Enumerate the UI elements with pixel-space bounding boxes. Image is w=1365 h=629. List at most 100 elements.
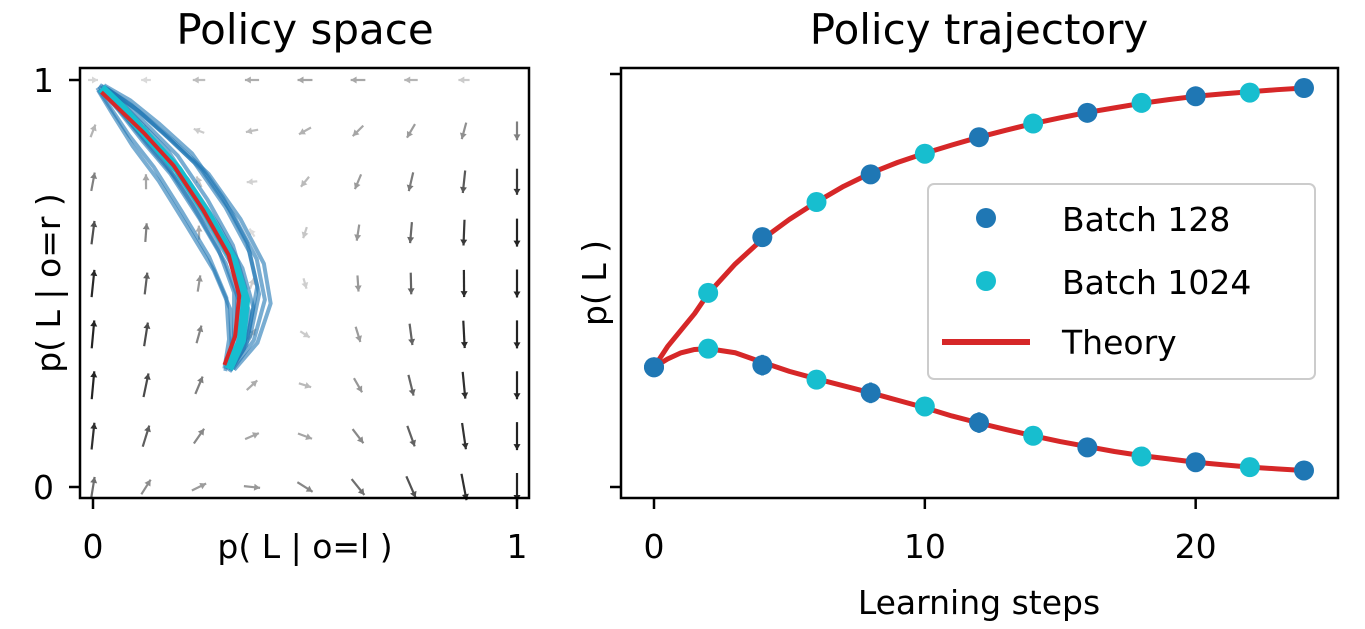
field-arrow-head — [300, 179, 308, 187]
sample-trajectory — [95, 86, 232, 369]
field-arrow-head — [252, 432, 259, 439]
batch-1024-point — [1023, 425, 1044, 446]
field-arrow-head — [90, 422, 98, 430]
field-arrow-head — [459, 132, 467, 140]
field-arrow-head — [460, 291, 468, 298]
batch-128-point — [1185, 86, 1206, 107]
batch-128-point — [1185, 452, 1206, 473]
batch-1024-point — [914, 396, 935, 417]
legend-marker-batch-128 — [976, 208, 996, 228]
field-arrow-head — [299, 128, 306, 135]
field-arrow-head — [297, 76, 304, 84]
field-arrow-head — [195, 275, 203, 282]
field-arrow-head — [513, 342, 521, 349]
left-chart-title: Policy space — [176, 5, 433, 54]
theory-trajectory — [100, 90, 242, 366]
batch-1024-point — [914, 143, 935, 164]
field-arrow-head — [513, 240, 521, 247]
batch-1024-point — [1239, 457, 1260, 478]
left-xtick-label-0: 0 — [83, 527, 104, 566]
right-plot-frame — [619, 66, 1340, 500]
field-arrow-head — [90, 172, 98, 180]
field-arrow-head — [354, 285, 362, 292]
field-arrow-head — [304, 382, 312, 389]
field-arrow-head — [404, 76, 411, 84]
field-arrow-head — [407, 288, 415, 295]
field-arrow-head — [352, 129, 360, 137]
field-arrow-head — [249, 228, 256, 236]
field-arrow-head — [513, 444, 521, 451]
batch-128-point — [752, 355, 773, 376]
field-arrow-head — [144, 425, 151, 433]
batch-128-point — [1077, 102, 1098, 123]
field-arrow-head — [356, 385, 363, 393]
field-arrow-head — [409, 439, 416, 447]
field-arrow-head — [410, 490, 417, 498]
theory-trajectory-line — [100, 90, 242, 366]
legend-marker-batch-1024 — [976, 271, 996, 291]
batch-128-point — [969, 412, 989, 433]
left-ytick-label-1: 1 — [33, 61, 54, 100]
field-arrow-head — [143, 322, 151, 329]
policy-space-panel: Policy space 1 0 0 1 p( L | o=l ) p( L |… — [29, 5, 531, 566]
field-arrow-head — [408, 389, 416, 396]
field-arrow-head — [406, 184, 414, 192]
field-arrow-head — [245, 127, 253, 135]
field-arrow-head — [192, 76, 199, 84]
right-xtick-label: 20 — [1175, 527, 1217, 566]
field-arrow-head — [461, 392, 469, 399]
field-arrow-head — [353, 182, 361, 190]
field-arrow-head — [90, 371, 98, 378]
field-arrow-head — [354, 234, 362, 241]
field-arrow-head — [142, 174, 150, 181]
field-arrow-head — [301, 281, 309, 289]
policy-trajectory-panel: Policy trajectory 0 10 20 Learning steps p… — [575, 5, 1340, 622]
field-arrow-head — [357, 436, 364, 444]
field-arrow-head — [90, 269, 98, 277]
field-arrow-head — [513, 393, 521, 400]
field-arrow-head — [250, 380, 258, 387]
field-arrow-head — [513, 291, 521, 298]
field-arrow-head — [90, 476, 98, 484]
field-arrow-head — [90, 220, 98, 228]
field-arrow-head — [350, 76, 357, 84]
batch-1024-point — [1023, 113, 1044, 134]
batch-128-point — [752, 227, 773, 248]
batch-1024-point — [1131, 92, 1152, 113]
field-arrow-head — [196, 325, 204, 333]
field-arrow-head — [246, 178, 253, 186]
batch-1024-point — [806, 369, 827, 390]
field-arrow-head — [301, 231, 309, 239]
field-arrow-head — [199, 482, 207, 490]
batch-1024-point — [806, 192, 827, 213]
field-arrow-head — [459, 186, 467, 193]
vector-field — [88, 76, 521, 501]
field-arrow-head — [305, 433, 313, 440]
left-plot-frame — [78, 66, 531, 500]
legend-label-theory: Theory — [1061, 323, 1177, 362]
field-arrow-head — [355, 335, 362, 342]
right-chart-title: Policy trajectory — [810, 5, 1149, 54]
left-ytick-label-0: 0 — [33, 468, 54, 507]
field-arrow-head — [143, 373, 151, 380]
field-arrow-head — [406, 130, 414, 138]
batch-128-point — [1294, 460, 1314, 481]
field-arrow-head — [141, 76, 148, 84]
batch-128-point — [969, 127, 989, 148]
batch-128-point — [1294, 78, 1314, 99]
field-arrow-head — [357, 488, 365, 495]
legend-label-batch-1024: Batch 1024 — [1062, 263, 1251, 302]
field-arrow-head — [90, 124, 97, 132]
field-arrow-head — [305, 485, 313, 492]
right-x-axis-label: Learning steps — [858, 583, 1100, 622]
field-arrow-head — [407, 236, 415, 244]
batch-128-point — [860, 164, 881, 185]
sample-trajectory — [96, 89, 234, 372]
data-points — [644, 78, 1314, 481]
field-arrow-head — [460, 341, 468, 349]
field-arrow-head — [92, 76, 98, 84]
field-arrow-head — [460, 239, 468, 246]
left-y-axis-label: p( L | o=r ) — [29, 193, 68, 373]
legend-box — [927, 183, 1316, 380]
